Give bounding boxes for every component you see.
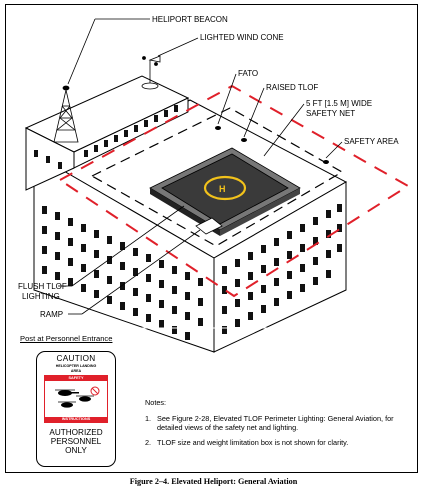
figure-caption: Figure 2–4. Elevated Heliport: General A… [129,477,298,486]
safety-area-marker [323,160,329,164]
label-ramp: RAMP [40,310,63,319]
sign-line1: AUTHORIZED [49,428,103,437]
note-text: See Figure 2-28, Elevated TLOF Perimeter… [157,413,394,433]
label-flush-tlof-line2: LIGHTING [22,292,60,301]
note-item: 1. See Figure 2-28, Elevated TLOF Perimet… [145,414,415,433]
note-text: TLOF size and weight limitation box is n… [157,437,349,447]
label-safety-net-line1: 5 FT [1.5 M] WIDE [306,99,372,108]
label-fato: FATO [238,69,258,78]
notes-title: Notes: [145,398,167,407]
sign-caution: CAUTION [56,354,96,363]
label-heliport-beacon: HELIPORT BEACON [152,15,228,24]
label-safety-area: SAFETY AREA [344,137,399,146]
sign-authorized: AUTHORIZED PERSONNEL ONLY [37,428,115,455]
safety-area-boundary [58,84,410,298]
beacon-tower [53,85,79,143]
leader-lines [58,18,343,315]
left-wall-windows [42,206,203,340]
sign-red-panel: SAFETY INSTRUCTIONS [44,375,108,423]
sign-instructions: INSTRUCTIONS [45,417,107,422]
post-label: Post at Personnel Entrance [20,334,113,343]
sign-line2: PERSONNEL [50,437,102,446]
caution-sign: CAUTION HELICOPTER LANDING AREA SAFETY I… [36,351,116,467]
right-wall-windows [222,204,342,334]
label-flush-tlof-line1: FLUSH TLOF [18,282,67,291]
aiming-circle [203,175,247,201]
tlof-marker [241,138,247,142]
sign-heli-line2: AREA [70,369,82,373]
sign-helicopter-icons [55,386,100,408]
label-safety-net-line2: SAFETY NET [306,109,355,118]
sign-safety: SAFETY [45,376,107,381]
figure-frame [5,4,418,473]
fato-marker [215,126,221,130]
sign-heli-line1: HELICOPTER LANDING [55,364,97,368]
wind-cone [141,55,161,90]
note-number: 1. [145,413,152,423]
h-marker: H [219,184,226,194]
ramp [195,217,223,235]
note-item: 2. TLOF size and weight limitation box is… [145,438,415,448]
label-wind-cone: LIGHTED WIND CONE [200,33,284,42]
sign-line3: ONLY [65,446,87,455]
raised-tlof [161,153,289,225]
label-raised-tlof: RAISED TLOF [266,83,318,92]
note-number: 2. [145,437,152,447]
tlof-edge-right [220,188,300,236]
penthouse-windows [34,105,178,169]
notes-block: Notes: 1. See Figure 2-28, Elevated TLOF … [145,398,415,452]
fato-boundary [90,107,344,247]
